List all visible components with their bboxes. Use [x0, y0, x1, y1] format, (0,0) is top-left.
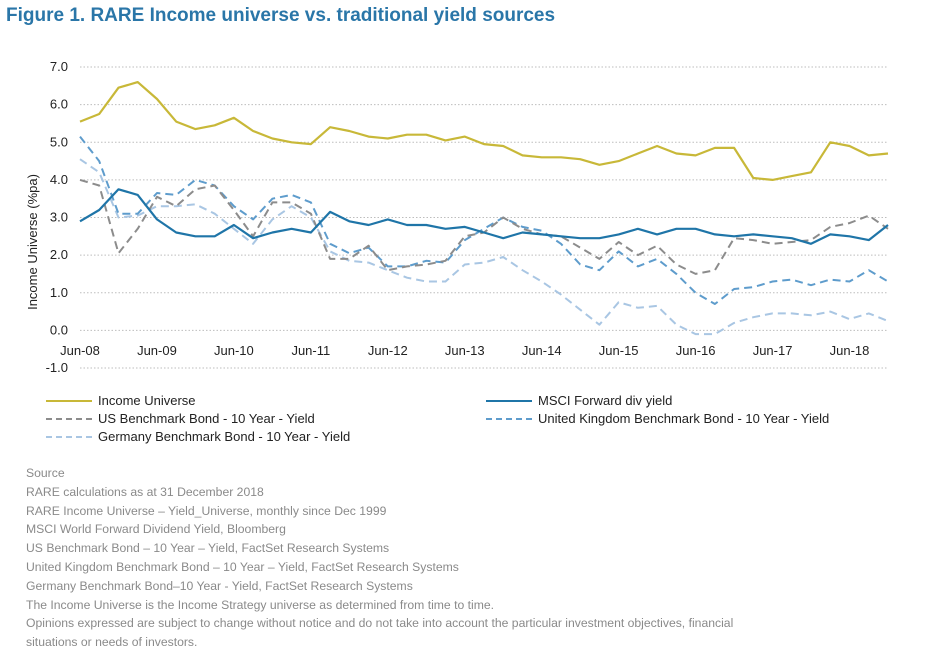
note-line: Opinions expressed are subject to change…: [26, 616, 734, 631]
x-tick-label: Jun-17: [753, 343, 793, 358]
y-axis-label: Income Universe (%pa): [25, 174, 40, 310]
gridlines: [80, 66, 888, 369]
x-tick-labels: Jun-08 Jun-09 Jun-10 Jun-11 Jun-12 Jun-13 Jun-…: [60, 343, 869, 358]
note-line: United Kingdom Benchmark Bond – 10 Year …: [26, 559, 459, 574]
x-tick-label: Jun-14: [522, 343, 562, 358]
note-line: situations or needs of investors.: [26, 635, 198, 650]
series-lines: [79, 80, 889, 336]
figure-title: Figure 1. RARE Income universe vs. tradi…: [6, 5, 556, 26]
x-tick-label: Jun-09: [137, 343, 177, 358]
y-tick-label: 6.0: [50, 97, 68, 112]
x-tick-label: Jun-13: [445, 343, 485, 358]
y-tick-label: 1.0: [50, 285, 68, 300]
x-tick-label: Jun-10: [214, 343, 254, 358]
y-tick-label: 0.0: [50, 322, 68, 337]
source-notes: Source RARE calculations as at 31 Decemb…: [26, 464, 733, 652]
x-tick-label: Jun-11: [291, 343, 330, 358]
y-tick-label: 7.0: [50, 59, 68, 74]
note-line: The Income Universe is the Income Strate…: [26, 597, 495, 612]
note-line: RARE calculations as at 31 December 2018: [26, 484, 264, 499]
x-tick-label: Jun-15: [599, 343, 639, 358]
note-line: Germany Benchmark Bond–10 Year - Yield, …: [26, 578, 413, 593]
y-tick-label: 2.0: [50, 247, 68, 262]
y-tick-labels: -1.0 0.0 1.0 2.0 3.0 4.0 5.0 6.0 7.0: [46, 59, 68, 375]
x-tick-label: Jun-12: [368, 343, 408, 358]
x-tick-label: Jun-18: [830, 343, 870, 358]
x-tick-label: Jun-16: [676, 343, 716, 358]
series-line-income-universe: [79, 80, 889, 181]
series-line-uk-bond: [79, 135, 889, 305]
x-tick-label: Jun-08: [60, 343, 100, 358]
source-heading: Source: [26, 466, 65, 480]
note-line: RARE Income Universe – Yield_Universe, m…: [26, 503, 387, 518]
note-line: US Benchmark Bond – 10 Year – Yield, Fac…: [26, 541, 390, 556]
note-line: MSCI World Forward Dividend Yield, Bloom…: [26, 522, 286, 537]
series-line-msci: [79, 188, 889, 245]
y-tick-label: 5.0: [50, 134, 68, 149]
series-line-de-bond: [79, 158, 889, 336]
y-tick-label: -1.0: [46, 360, 68, 375]
y-tick-label: 4.0: [50, 172, 68, 187]
series-line-us-bond: [79, 178, 889, 275]
y-tick-label: 3.0: [50, 210, 68, 225]
